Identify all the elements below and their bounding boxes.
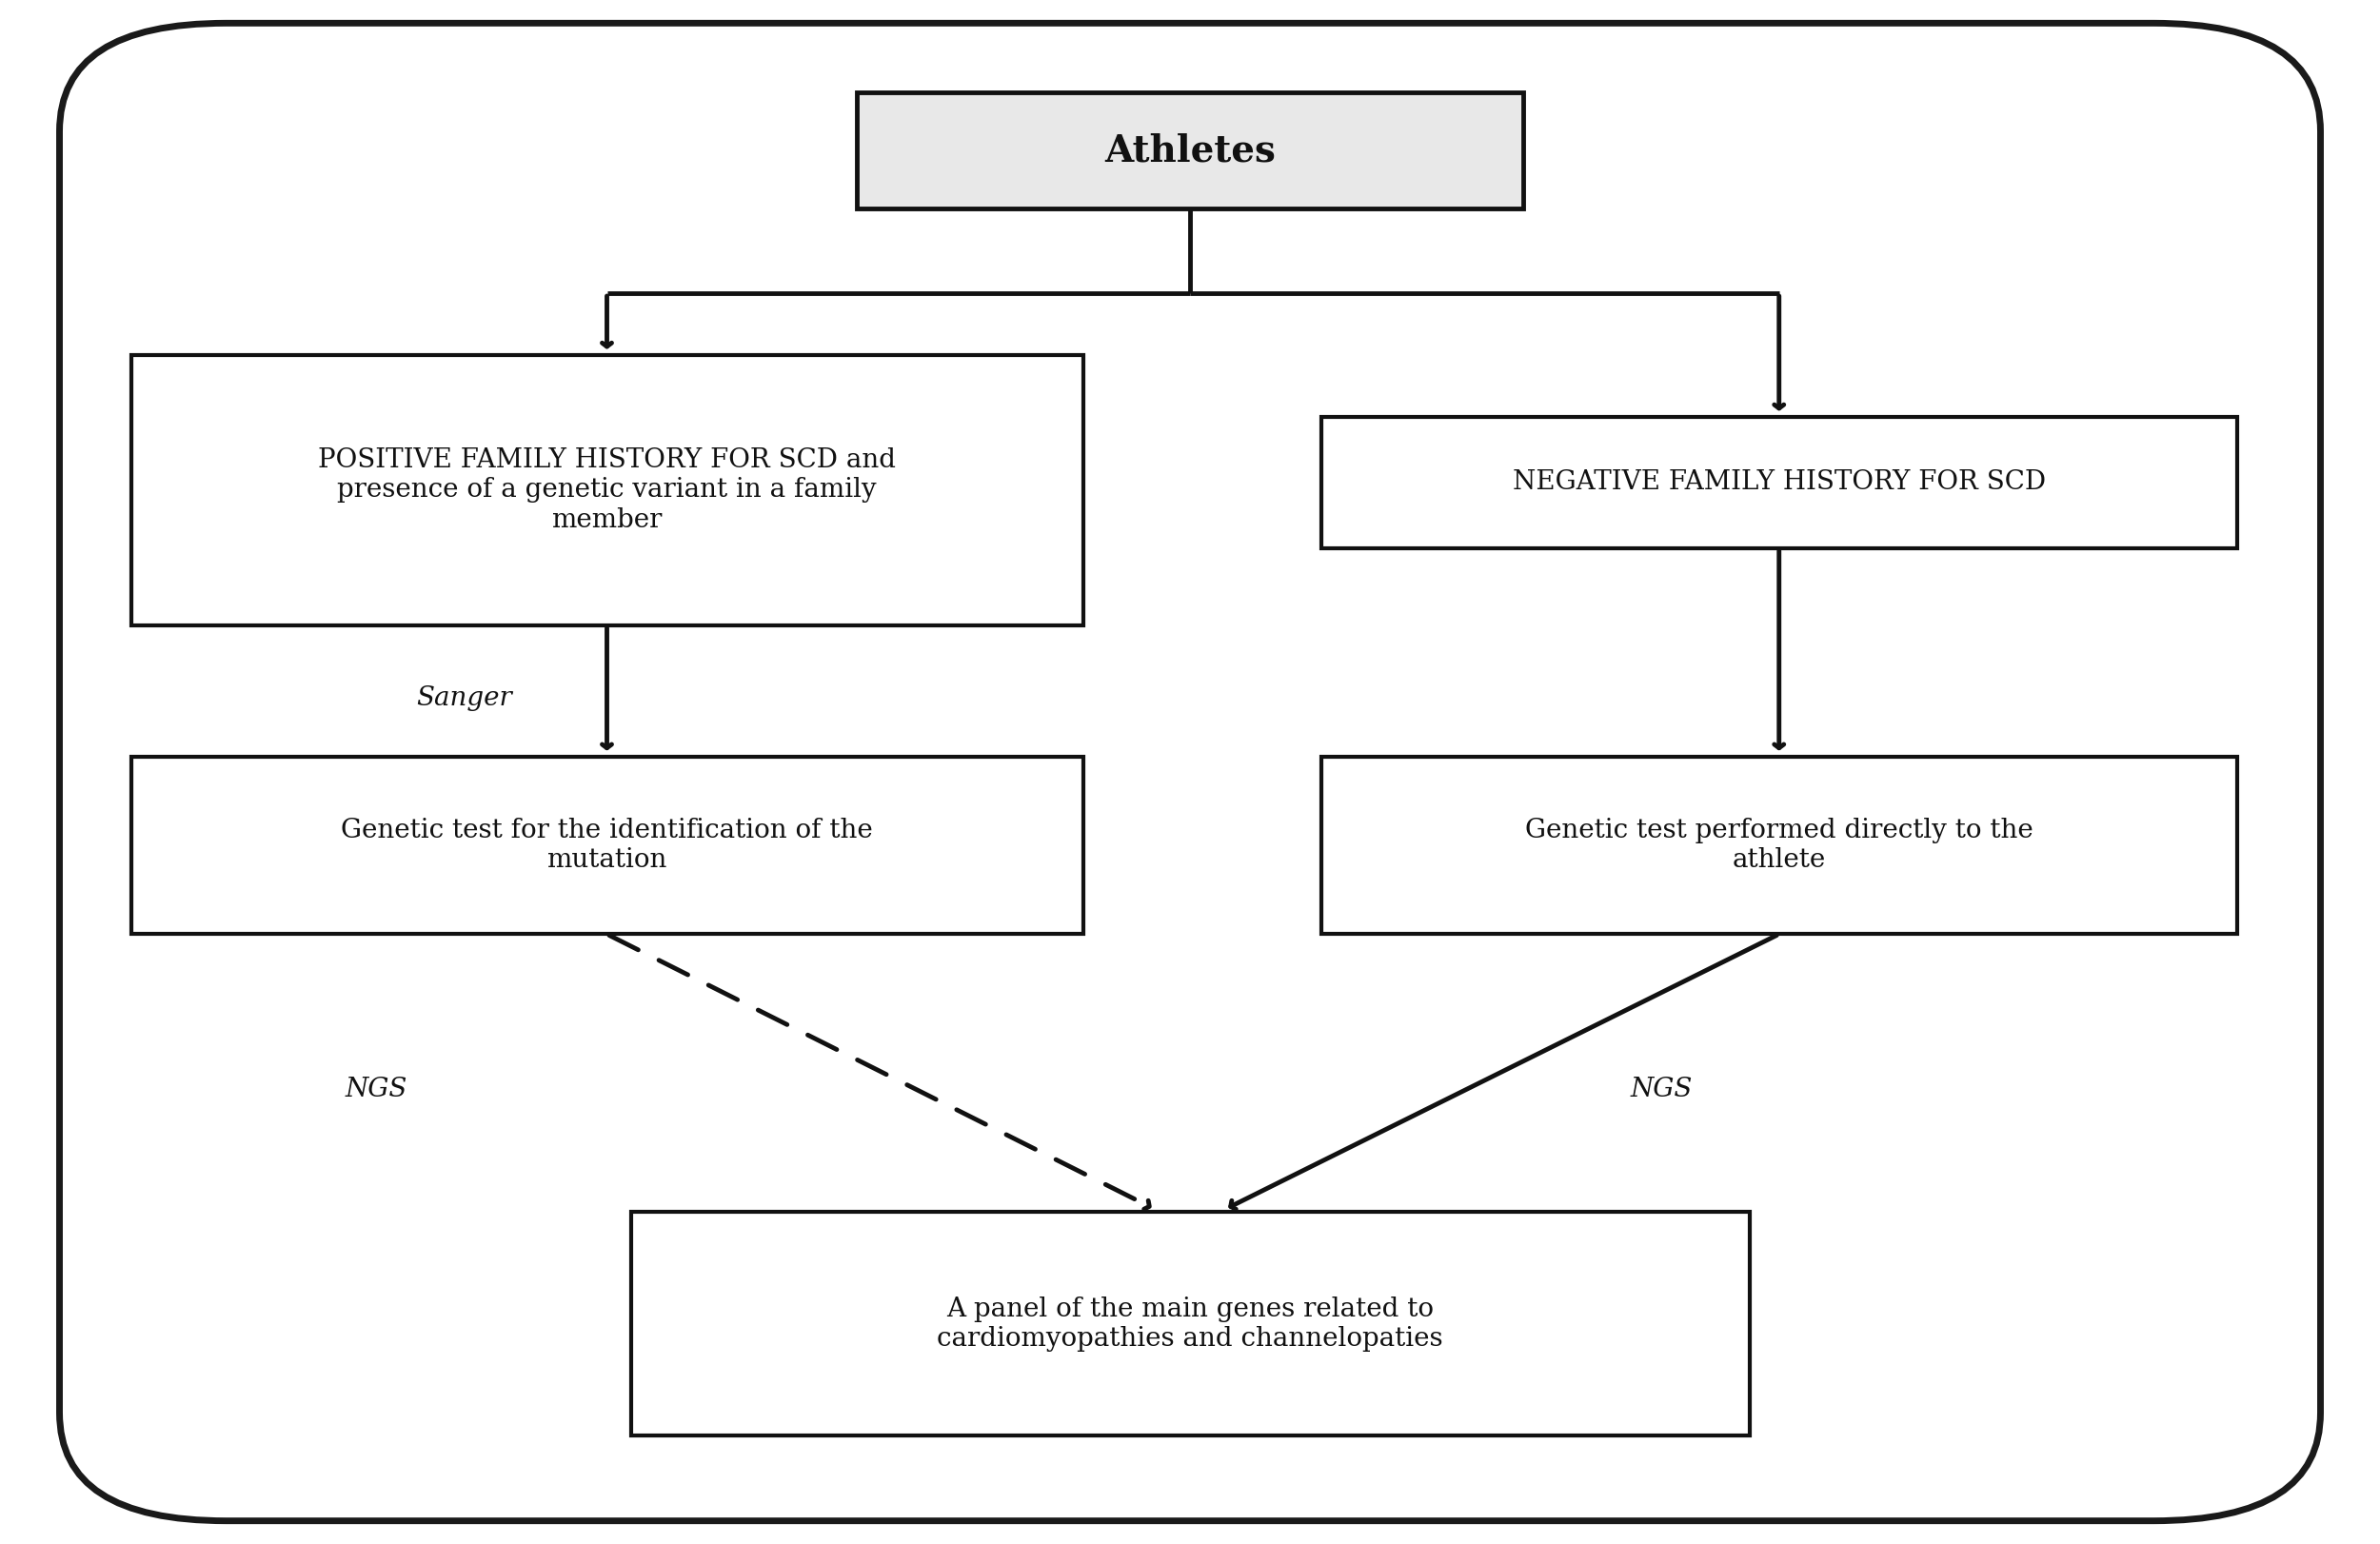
Text: Athletes: Athletes <box>1104 133 1276 168</box>
FancyBboxPatch shape <box>1321 417 2237 548</box>
Text: Sanger: Sanger <box>416 686 512 712</box>
FancyBboxPatch shape <box>857 93 1523 208</box>
Text: A panel of the main genes related to
cardiomyopathies and channelopaties: A panel of the main genes related to car… <box>938 1297 1442 1351</box>
FancyBboxPatch shape <box>131 757 1083 934</box>
FancyBboxPatch shape <box>60 23 2320 1521</box>
Text: POSITIVE FAMILY HISTORY FOR SCD and
presence of a genetic variant in a family
me: POSITIVE FAMILY HISTORY FOR SCD and pres… <box>319 448 895 533</box>
Text: NGS: NGS <box>345 1076 407 1102</box>
Text: Genetic test performed directly to the
athlete: Genetic test performed directly to the a… <box>1526 818 2033 872</box>
Text: NEGATIVE FAMILY HISTORY FOR SCD: NEGATIVE FAMILY HISTORY FOR SCD <box>1511 469 2047 496</box>
Text: Genetic test for the identification of the
mutation: Genetic test for the identification of t… <box>340 818 873 872</box>
Text: NGS: NGS <box>1630 1076 1692 1102</box>
FancyBboxPatch shape <box>131 355 1083 625</box>
FancyBboxPatch shape <box>1321 757 2237 934</box>
FancyBboxPatch shape <box>631 1212 1749 1436</box>
